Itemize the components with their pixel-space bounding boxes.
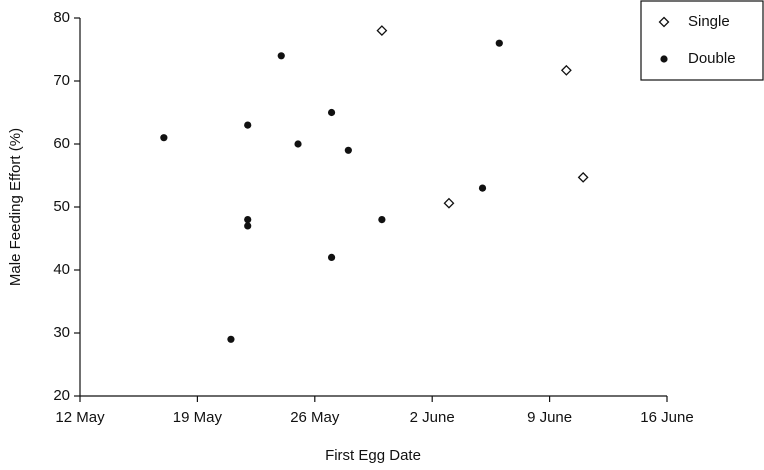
x-tick-label: 26 May — [290, 409, 340, 426]
point — [244, 216, 252, 224]
point — [378, 216, 386, 224]
x-tick-label: 12 May — [55, 409, 105, 426]
y-axis-label: Male Feeding Effort (%) — [7, 128, 24, 286]
point — [327, 253, 336, 261]
point — [376, 25, 388, 37]
legend-marker — [660, 55, 668, 63]
y-tick-label: 80 — [53, 9, 70, 26]
x-tick-label: 9 June — [527, 409, 572, 426]
point — [344, 146, 352, 154]
y-tick-label: 20 — [53, 387, 70, 404]
x-tick-label: 19 May — [173, 409, 223, 426]
point — [160, 134, 168, 142]
point — [244, 121, 252, 129]
point — [277, 52, 285, 60]
legend-box — [640, 0, 764, 81]
x-tick-label: 2 June — [410, 409, 455, 426]
legend-label: Double — [688, 50, 736, 67]
point — [244, 222, 252, 230]
y-tick-label: 40 — [53, 261, 70, 278]
y-tick-label: 30 — [53, 324, 70, 341]
x-axis-label: First Egg Date — [325, 447, 421, 464]
point — [294, 140, 302, 148]
legend-label: Single — [688, 13, 730, 30]
point — [443, 197, 455, 209]
x-tick-label: 16 June — [640, 409, 693, 426]
y-tick-label: 60 — [53, 135, 70, 152]
legend-marker — [658, 16, 670, 28]
y-tick-label: 50 — [53, 198, 70, 215]
y-tick-label: 70 — [53, 72, 70, 89]
point — [227, 335, 235, 343]
point — [327, 108, 336, 117]
point — [560, 64, 572, 76]
point — [577, 171, 589, 183]
point — [495, 39, 503, 47]
point — [478, 184, 487, 192]
